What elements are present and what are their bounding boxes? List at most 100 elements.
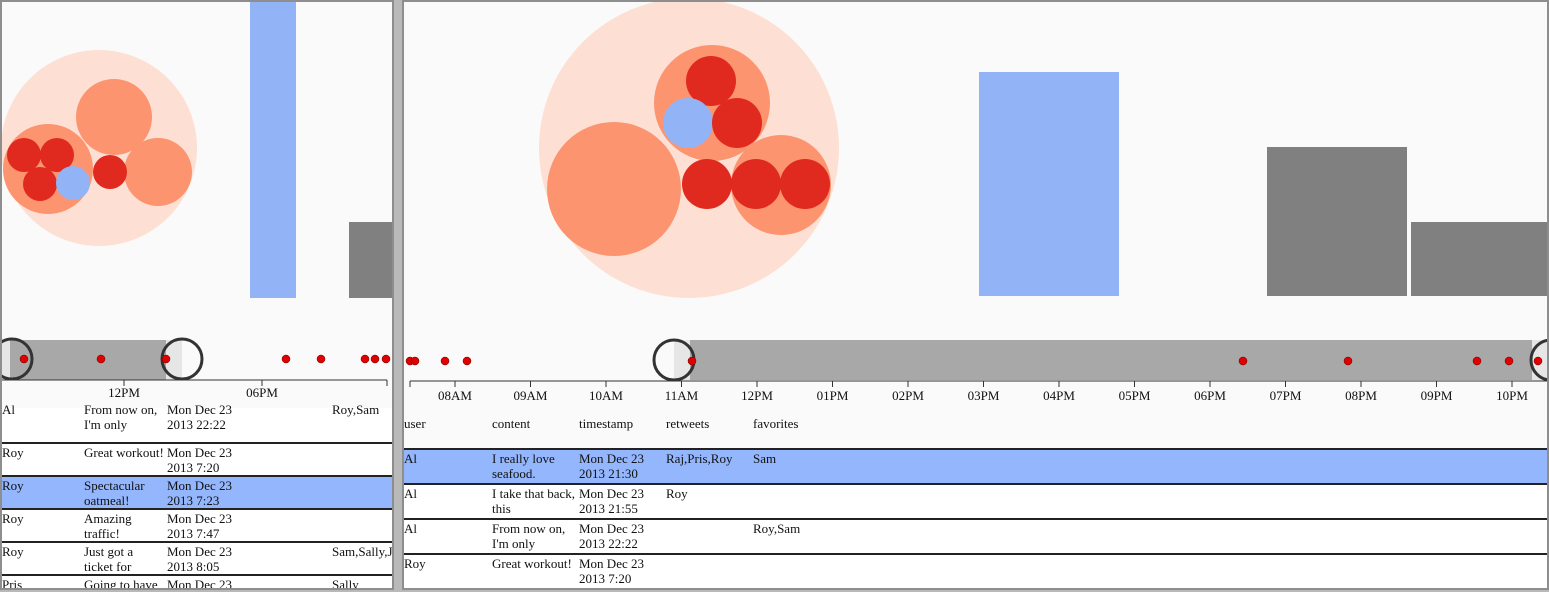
cell-timestamp: Mon Dec 23 2013 7:20 (167, 445, 232, 475)
event-dot[interactable] (360, 354, 370, 364)
cell-favorites: Roy,Sam (332, 402, 380, 417)
event-dot[interactable] (462, 356, 472, 366)
bar-gray[interactable] (1411, 222, 1547, 296)
event-dot[interactable] (96, 354, 106, 364)
header-user[interactable]: user (404, 416, 426, 431)
event-dot[interactable] (19, 354, 29, 364)
bubble-item[interactable] (682, 159, 732, 209)
axis-tick-label: 12PM (108, 385, 140, 400)
bubble-item[interactable] (93, 155, 127, 189)
event-dot[interactable] (1504, 356, 1514, 366)
cell-timestamp: Mon Dec 23 2013 7:47 (167, 511, 232, 541)
timeline-brush-edge (2, 340, 10, 380)
event-dot[interactable] (1343, 356, 1353, 366)
table-row[interactable]: Al I take that back, this Mon Dec 23 201… (404, 485, 1547, 520)
axis-tick-label: 02PM (892, 388, 924, 403)
header-divider (404, 448, 1547, 450)
bubble-item[interactable] (731, 159, 781, 209)
event-dot[interactable] (687, 356, 697, 366)
cell-content: Just got a ticket for (84, 544, 134, 574)
cell-user: Roy (2, 445, 24, 460)
brush-handle-left[interactable] (2, 337, 34, 381)
bubble-item[interactable] (712, 98, 762, 148)
table-row[interactable]: Roy Great workout! Mon Dec 23 2013 7:20 (404, 555, 1547, 588)
table-row[interactable]: Al From now on, I'm only Mon Dec 23 2013… (2, 402, 392, 444)
bar-gray[interactable] (349, 222, 392, 298)
left-bubble-chart (2, 50, 197, 246)
event-dot[interactable] (281, 354, 291, 364)
event-dot[interactable] (440, 356, 450, 366)
axis-tick-label: 12PM (741, 388, 773, 403)
header-favorites[interactable]: favorites (753, 416, 799, 431)
table-row[interactable]: Roy Amazing traffic! Mon Dec 23 2013 7:4… (2, 510, 392, 543)
bubble-item[interactable] (780, 159, 830, 209)
bubble-group[interactable] (547, 122, 681, 256)
bar-blue[interactable] (979, 72, 1119, 296)
event-dot[interactable] (1533, 356, 1543, 366)
cell-timestamp: Mon Dec 23 2013 8:05 (167, 544, 232, 574)
event-dot[interactable] (410, 356, 420, 366)
cell-content: Going to have (84, 577, 158, 590)
cell-timestamp: Mon Dec 23 2013 22:22 (579, 521, 644, 551)
table-row-selected[interactable]: Al I really love seafood. Mon Dec 23 201… (404, 450, 1547, 485)
table-row[interactable]: Al From now on, I'm only Mon Dec 23 2013… (404, 520, 1547, 555)
event-dot[interactable] (161, 354, 171, 364)
right-bubble-chart (539, 2, 839, 298)
axis-tick-label: 06PM (1194, 388, 1226, 403)
cell-content: I really love seafood. (492, 451, 555, 481)
bar-blue[interactable] (250, 2, 296, 298)
left-timeline: 12PM 06PM (2, 337, 391, 400)
header-timestamp[interactable]: timestamp (579, 416, 634, 431)
event-dot[interactable] (316, 354, 326, 364)
cell-favorites: Sally (332, 577, 359, 590)
bar-gray[interactable] (1267, 147, 1407, 296)
cell-content: Great workout! (84, 445, 164, 460)
event-dot[interactable] (381, 354, 391, 364)
axis-tick-label: 07PM (1270, 388, 1302, 403)
cell-user: Roy (2, 478, 24, 493)
brush-handle-right[interactable] (1529, 338, 1547, 382)
header-retweets[interactable]: retweets (666, 416, 710, 431)
right-panel: 08AM 09AM 10AM 11AM 12PM 01PM 02PM 03PM 04PM 05PM… (402, 0, 1549, 590)
axis-tick-label: 08AM (438, 388, 472, 403)
bubble-item[interactable] (7, 138, 41, 172)
cell-favorites: Roy,Sam (753, 521, 801, 536)
cell-content: From now on, I'm only (84, 402, 158, 432)
cell-user: Al (404, 486, 417, 501)
header-content[interactable]: content (492, 416, 531, 431)
axis-tick-label: 09AM (514, 388, 548, 403)
cell-user: Al (2, 402, 15, 417)
table-row[interactable]: Roy Just got a ticket for Mon Dec 23 201… (2, 543, 392, 576)
cell-timestamp: Mon Dec 23 2013 21:30 (579, 451, 644, 481)
table-header: user content timestamp retweets favorite… (404, 410, 1547, 448)
axis-tick-label: 05PM (1119, 388, 1151, 403)
timeline-brush-range[interactable] (10, 340, 182, 380)
table-row[interactable]: Pris Going to have Mon Dec 23 Sally (2, 576, 392, 590)
bubble-item[interactable] (40, 138, 74, 172)
bubble-item[interactable] (23, 167, 57, 201)
timeline-brush-range[interactable] (674, 340, 1547, 380)
event-dot[interactable] (1472, 356, 1482, 366)
cell-favorites: Sam (753, 451, 777, 466)
cell-user: Pris (2, 577, 23, 590)
bubble-item[interactable] (686, 56, 736, 106)
bubble-group[interactable] (76, 79, 152, 155)
cell-user: Al (404, 521, 417, 536)
timeline-brush-edge (166, 340, 182, 380)
table-row-selected[interactable]: Roy Spectacular oatmeal! Mon Dec 23 2013… (2, 477, 392, 510)
axis-tick-label: 06PM (246, 385, 278, 400)
event-dot[interactable] (370, 354, 380, 364)
left-panel: 12PM 06PM Al From now on, I'm only Mon D… (0, 0, 394, 590)
cell-user: Roy (2, 544, 24, 559)
cell-content: Spectacular oatmeal! (84, 478, 145, 508)
cell-user: Roy (404, 556, 426, 571)
axis-tick-label: 10AM (589, 388, 623, 403)
bubble-item-selected[interactable] (56, 166, 90, 200)
bubble-group[interactable] (124, 138, 192, 206)
axis-tick-label: 11AM (665, 388, 699, 403)
bubble-item-selected[interactable] (663, 98, 713, 148)
table-row[interactable]: Roy Great workout! Mon Dec 23 2013 7:20 (2, 444, 392, 477)
event-dot[interactable] (1238, 356, 1248, 366)
axis-tick-label: 04PM (1043, 388, 1075, 403)
cell-timestamp: Mon Dec 23 2013 22:22 (167, 402, 232, 432)
